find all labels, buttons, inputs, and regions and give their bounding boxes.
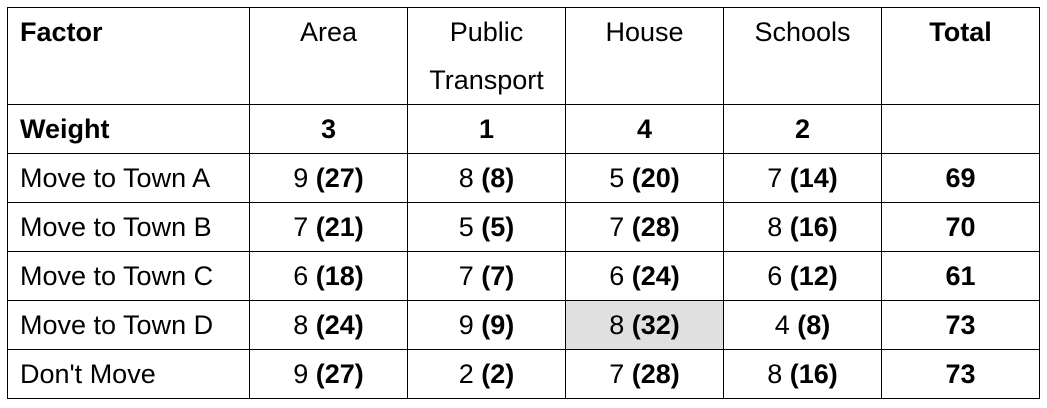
row-total: 70 [881, 202, 1040, 252]
score-cell: 9 (27) [249, 153, 408, 203]
table-row: Move to Town C 6 (18) 7 (7) 6 (24) 6 (12… [7, 251, 1040, 301]
weighted-score: (8) [797, 310, 831, 340]
row-label: Move to Town C [7, 251, 250, 301]
raw-score: 9 [458, 310, 474, 340]
score-cell: 8 (24) [249, 300, 408, 350]
raw-score: 9 [293, 163, 309, 193]
highlighted-score-cell: 8 (32) [565, 300, 724, 350]
total-header: Total [881, 7, 1040, 105]
row-label: Move to Town D [7, 300, 250, 350]
weighted-score: (32) [631, 310, 680, 340]
raw-score: 8 [609, 310, 625, 340]
weight-schools: 2 [723, 104, 882, 154]
weighted-score: (27) [315, 359, 364, 389]
weighted-score: (16) [789, 212, 838, 242]
weighted-score: (12) [789, 261, 838, 291]
raw-score: 6 [609, 261, 625, 291]
weighted-score: (14) [789, 163, 838, 193]
weight-public-transport: 1 [407, 104, 566, 154]
weighted-score: (8) [481, 163, 515, 193]
house-header: House [565, 7, 724, 105]
public-transport-header: Public Transport [407, 7, 566, 105]
raw-score: 6 [767, 261, 783, 291]
public-transport-line2: Transport [429, 65, 544, 95]
table-row: Move to Town A 9 (27) 8 (8) 5 (20) 7 (14… [7, 153, 1040, 203]
factor-header: Factor [7, 7, 250, 105]
row-total: 73 [881, 349, 1040, 399]
weighted-score: (18) [315, 261, 364, 291]
row-label: Move to Town B [7, 202, 250, 252]
raw-score: 6 [293, 261, 309, 291]
raw-score: 8 [458, 163, 474, 193]
weight-area: 3 [249, 104, 408, 154]
weight-label: Weight [7, 104, 250, 154]
schools-header: Schools [723, 7, 882, 105]
weighted-score: (24) [631, 261, 680, 291]
score-cell: 7 (14) [723, 153, 882, 203]
score-cell: 8 (8) [407, 153, 566, 203]
weighted-score: (21) [315, 212, 364, 242]
weight-row: Weight 3 1 4 2 [7, 104, 1040, 154]
score-cell: 5 (20) [565, 153, 724, 203]
score-cell: 7 (21) [249, 202, 408, 252]
weight-total [881, 104, 1040, 154]
weighted-score: (2) [481, 359, 515, 389]
weighted-score: (28) [631, 359, 680, 389]
weighted-score: (7) [481, 261, 515, 291]
table-row: Move to Town D 8 (24) 9 (9) 8 (32) 4 (8)… [7, 300, 1040, 350]
header-row: Factor Area Public Transport House Schoo… [7, 7, 1040, 105]
area-header: Area [249, 7, 408, 105]
weight-house: 4 [565, 104, 724, 154]
raw-score: 7 [458, 261, 474, 291]
raw-score: 5 [609, 163, 625, 193]
score-cell: 9 (9) [407, 300, 566, 350]
score-cell: 4 (8) [723, 300, 882, 350]
weighted-score: (28) [631, 212, 680, 242]
score-cell: 5 (5) [407, 202, 566, 252]
weighted-score: (24) [315, 310, 364, 340]
score-cell: 6 (12) [723, 251, 882, 301]
raw-score: 2 [458, 359, 474, 389]
score-cell: 7 (7) [407, 251, 566, 301]
weighted-score: (9) [481, 310, 515, 340]
row-total: 73 [881, 300, 1040, 350]
raw-score: 8 [767, 212, 783, 242]
score-cell: 6 (18) [249, 251, 408, 301]
weighted-score: (5) [481, 212, 515, 242]
weighted-score: (16) [789, 359, 838, 389]
public-transport-line1: Public [449, 17, 524, 47]
raw-score: 8 [293, 310, 309, 340]
score-cell: 7 (28) [565, 349, 724, 399]
raw-score: 7 [767, 163, 783, 193]
score-cell: 2 (2) [407, 349, 566, 399]
row-label: Move to Town A [7, 153, 250, 203]
weighted-score: (27) [315, 163, 364, 193]
decision-matrix-table: Factor Area Public Transport House Schoo… [7, 7, 1040, 399]
raw-score: 8 [767, 359, 783, 389]
raw-score: 7 [293, 212, 309, 242]
row-label: Don't Move [7, 349, 250, 399]
score-cell: 8 (16) [723, 349, 882, 399]
score-cell: 7 (28) [565, 202, 724, 252]
row-total: 69 [881, 153, 1040, 203]
raw-score: 4 [774, 310, 790, 340]
score-cell: 6 (24) [565, 251, 724, 301]
row-total: 61 [881, 251, 1040, 301]
table-row: Don't Move 9 (27) 2 (2) 7 (28) 8 (16) 73 [7, 349, 1040, 399]
raw-score: 7 [609, 212, 625, 242]
score-cell: 8 (16) [723, 202, 882, 252]
weighted-score: (20) [631, 163, 680, 193]
table-row: Move to Town B 7 (21) 5 (5) 7 (28) 8 (16… [7, 202, 1040, 252]
raw-score: 9 [293, 359, 309, 389]
raw-score: 7 [609, 359, 625, 389]
raw-score: 5 [458, 212, 474, 242]
score-cell: 9 (27) [249, 349, 408, 399]
